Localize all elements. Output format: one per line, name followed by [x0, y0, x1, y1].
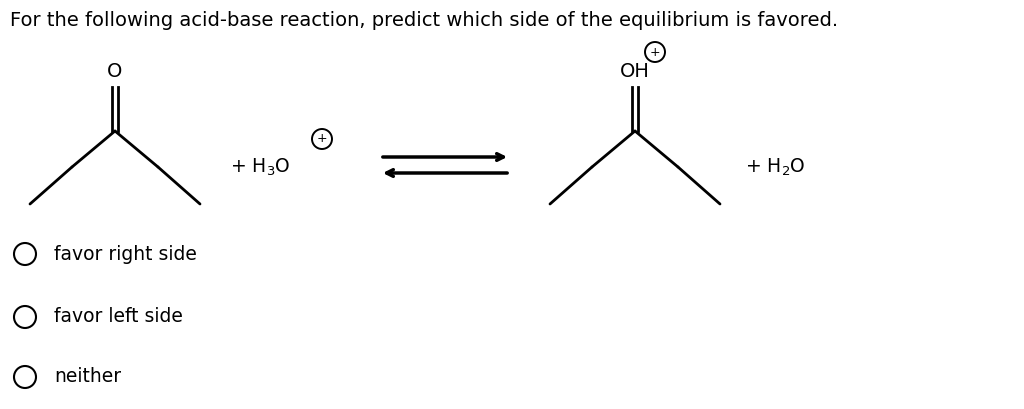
Text: neither: neither: [54, 368, 121, 387]
Text: +: +: [316, 133, 328, 146]
Text: O: O: [108, 62, 123, 81]
Text: OH: OH: [621, 62, 650, 81]
Text: $\mathregular{+\ H_3O}$: $\mathregular{+\ H_3O}$: [230, 156, 291, 178]
Text: $\mathregular{+\ H_2O}$: $\mathregular{+\ H_2O}$: [745, 156, 806, 178]
Text: For the following acid-base reaction, predict which side of the equilibrium is f: For the following acid-base reaction, pr…: [10, 11, 838, 30]
Text: +: +: [649, 45, 660, 58]
Text: favor left side: favor left side: [54, 308, 183, 326]
Text: favor right side: favor right side: [54, 245, 197, 263]
